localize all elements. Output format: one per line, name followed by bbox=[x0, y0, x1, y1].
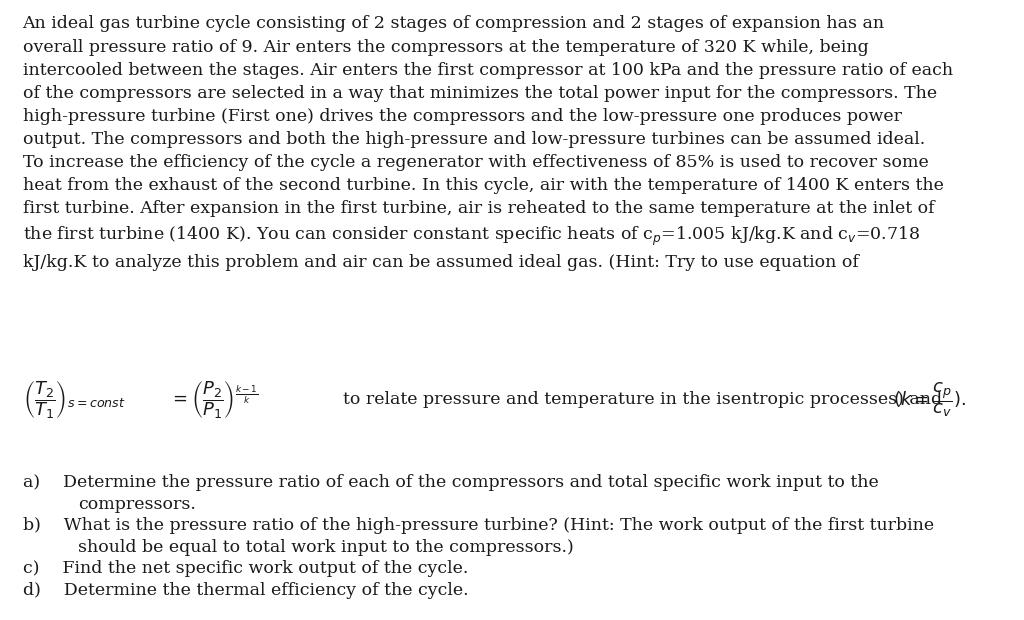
Text: $=\left(\dfrac{P_2}{P_1}\right)^{\frac{k-1}{k}}$: $=\left(\dfrac{P_2}{P_1}\right)^{\frac{k… bbox=[169, 379, 258, 421]
Text: $(k = \dfrac{c_p}{c_v}).$: $(k = \dfrac{c_p}{c_v}).$ bbox=[893, 381, 966, 419]
Text: a)  Determine the pressure ratio of each of the compressors and total specific w: a) Determine the pressure ratio of each … bbox=[23, 474, 879, 491]
Text: should be equal to total work input to the compressors.): should be equal to total work input to t… bbox=[78, 539, 573, 556]
Text: c)  Find the net specific work output of the cycle.: c) Find the net specific work output of … bbox=[23, 560, 468, 577]
Text: to relate pressure and temperature in the isentropic processes) and: to relate pressure and temperature in th… bbox=[343, 391, 942, 409]
Text: compressors.: compressors. bbox=[78, 496, 196, 513]
Text: b)  What is the pressure ratio of the high-pressure turbine? (Hint: The work out: b) What is the pressure ratio of the hig… bbox=[23, 517, 934, 534]
Text: $\left(\dfrac{T_2}{T_1}\right)_{s=const}$: $\left(\dfrac{T_2}{T_1}\right)_{s=const}… bbox=[23, 379, 125, 421]
Text: d)  Determine the thermal efficiency of the cycle.: d) Determine the thermal efficiency of t… bbox=[23, 582, 468, 599]
Text: An ideal gas turbine cycle consisting of 2 stages of compression and 2 stages of: An ideal gas turbine cycle consisting of… bbox=[23, 16, 952, 271]
